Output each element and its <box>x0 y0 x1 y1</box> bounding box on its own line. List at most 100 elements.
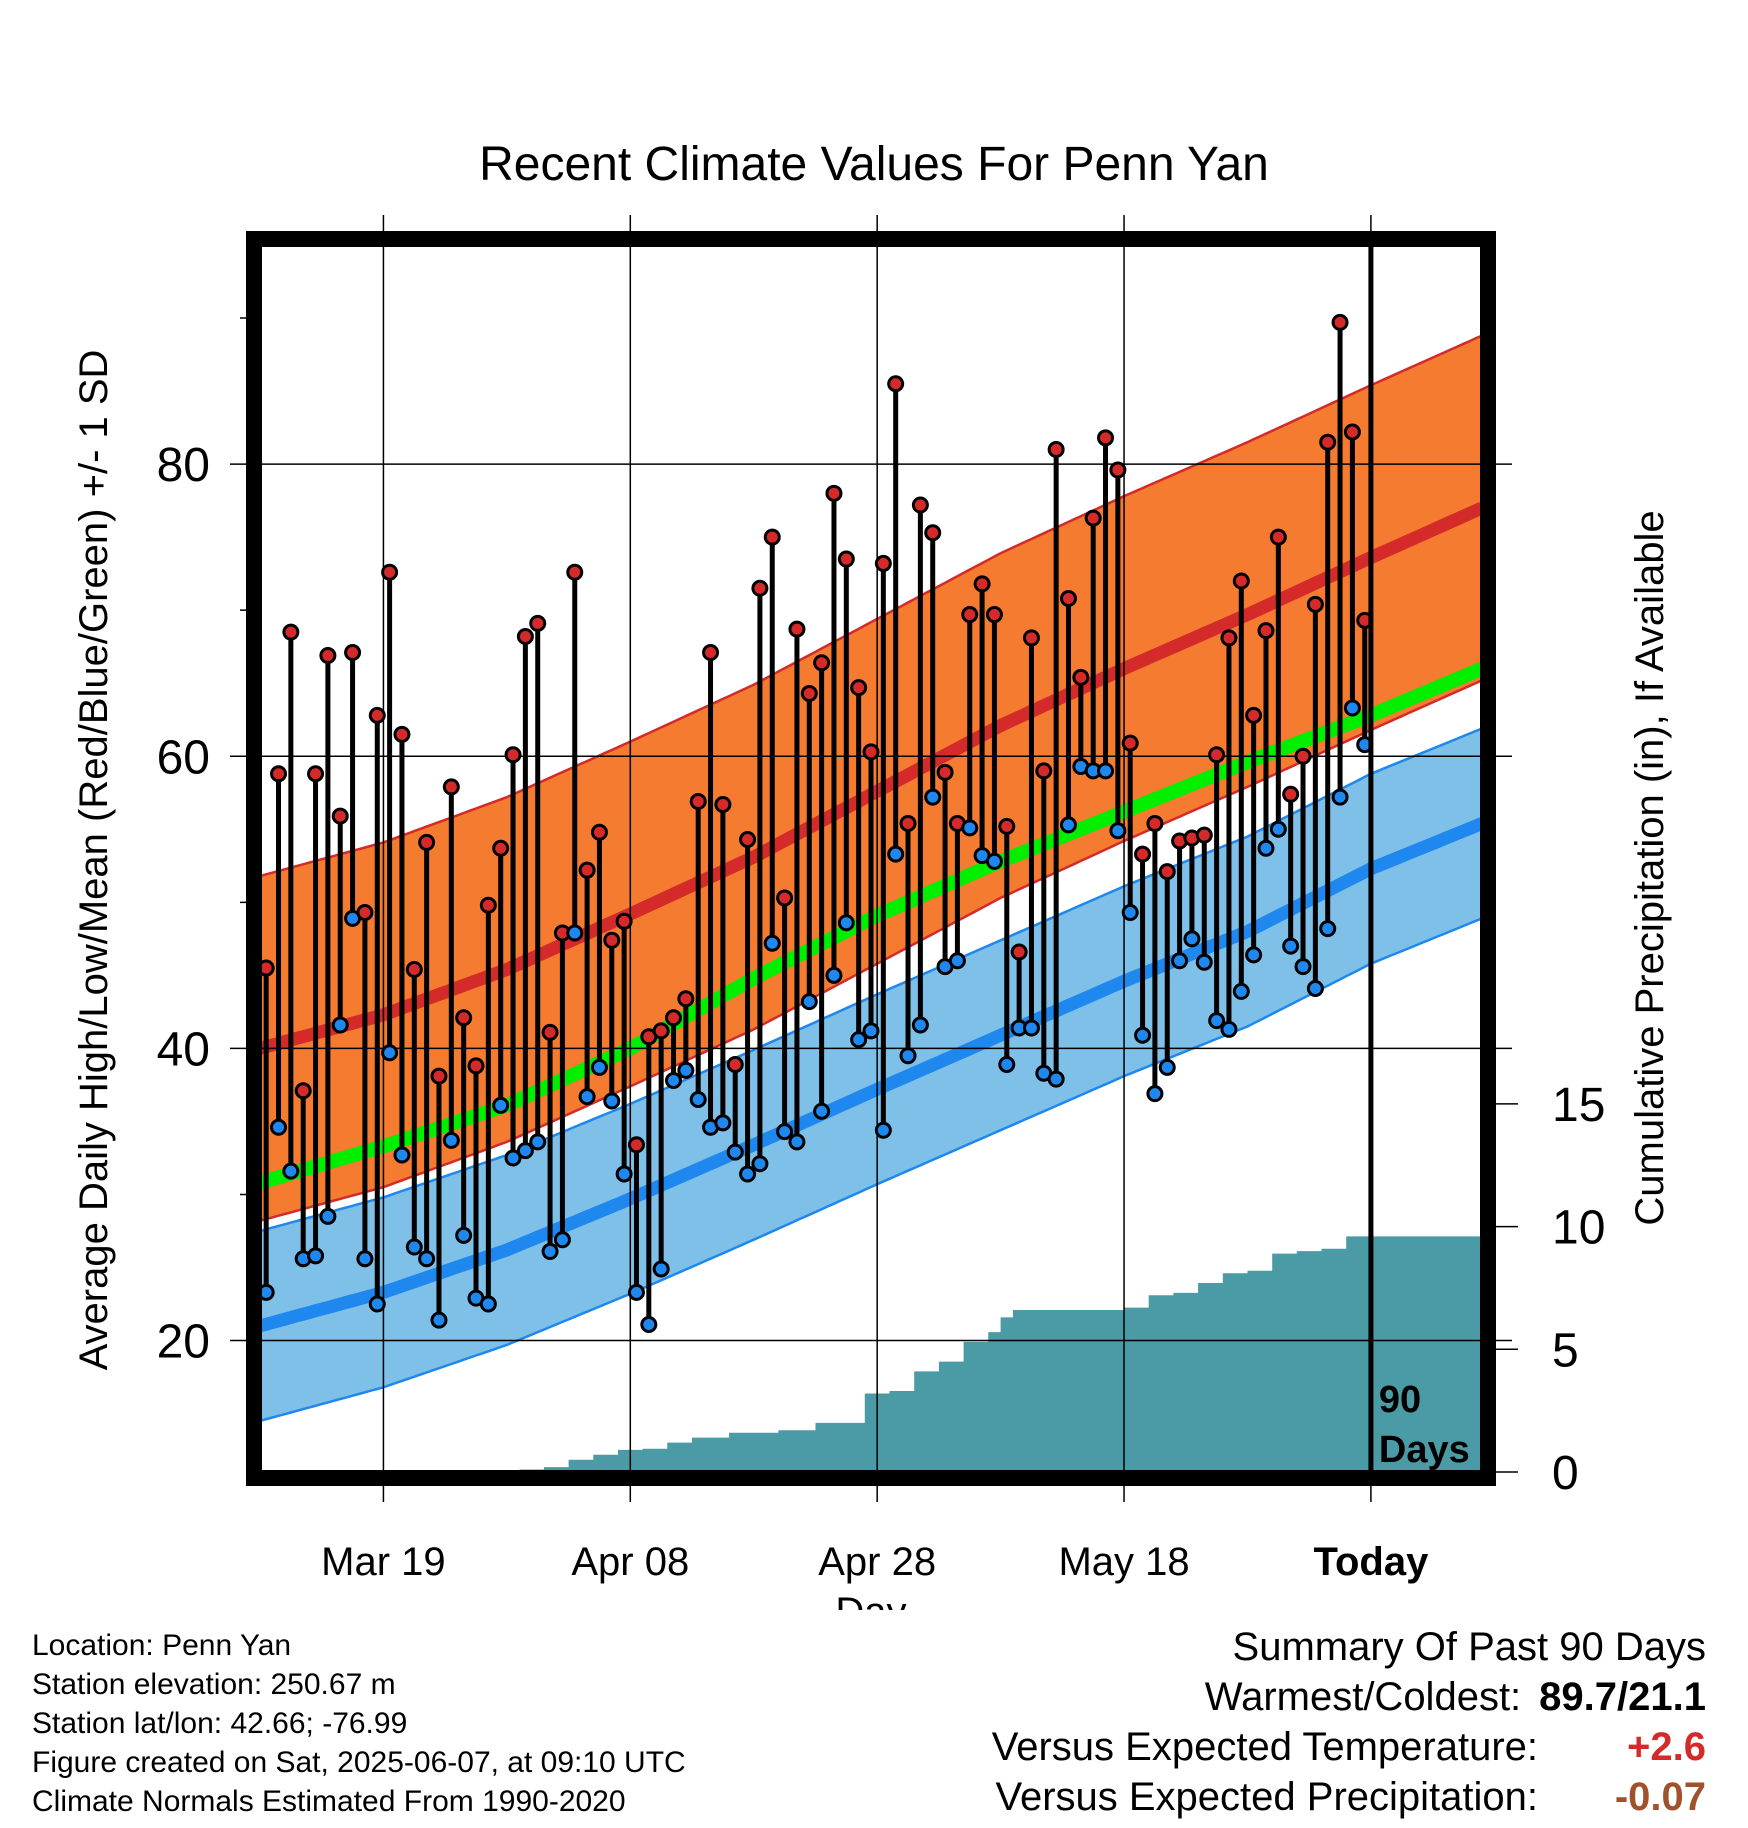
obs-low-point <box>270 1118 288 1136</box>
climate-chart: Recent Climate Values For Penn Yan Day Ave… <box>72 138 1672 1610</box>
obs-high-point <box>1134 845 1152 863</box>
obs-low-point <box>368 1295 386 1313</box>
obs-low-point <box>998 1055 1016 1073</box>
station-info: Location: Penn Yan Station elevation: 25… <box>32 1626 686 1821</box>
obs-low-point <box>985 852 1003 870</box>
obs-low-point <box>776 1123 794 1141</box>
obs-high-point <box>924 524 942 542</box>
obs-low-point <box>405 1238 423 1256</box>
obs-high-point <box>1084 509 1102 527</box>
obs-high-point <box>1097 429 1115 447</box>
obs-low-point <box>1319 920 1337 938</box>
obs-high-point <box>627 1136 645 1154</box>
today-days-label: Days <box>1379 1429 1470 1471</box>
chart-title: Recent Climate Values For Penn Yan <box>479 138 1269 191</box>
obs-low-point <box>1269 820 1287 838</box>
y-tick-label: 20 <box>157 1316 210 1369</box>
obs-low-point <box>1121 904 1139 922</box>
obs-high-point <box>689 793 707 811</box>
obs-high-point <box>874 554 892 572</box>
obs-high-point <box>1195 826 1213 844</box>
obs-low-point <box>356 1250 374 1268</box>
obs-low-point <box>615 1165 633 1183</box>
created-text: Figure created on Sat, 2025-06-07, at 09… <box>32 1746 686 1779</box>
y-right-tick-label: 5 <box>1552 1324 1579 1377</box>
obs-low-point <box>899 1047 917 1065</box>
obs-high-point <box>368 706 386 724</box>
obs-low-point <box>1047 1070 1065 1088</box>
obs-high-point <box>1257 622 1275 640</box>
obs-low-point <box>887 845 905 863</box>
obs-low-point <box>1294 958 1312 976</box>
obs-low-point <box>1195 953 1213 971</box>
obs-high-point <box>356 904 374 922</box>
obs-high-point <box>529 614 547 632</box>
obs-high-point <box>1220 629 1238 647</box>
obs-high-point <box>393 725 411 743</box>
obs-high-point <box>1146 814 1164 832</box>
obs-high-point <box>1306 595 1324 613</box>
obs-high-point <box>776 889 794 907</box>
obs-high-point <box>862 743 880 761</box>
obs-high-point <box>899 814 917 832</box>
obs-high-point <box>566 563 584 581</box>
obs-high-point <box>504 746 522 764</box>
obs-low-point <box>1158 1058 1176 1076</box>
obs-high-point <box>973 575 991 593</box>
obs-low-point <box>516 1142 534 1160</box>
obs-high-point <box>961 606 979 624</box>
obs-low-point <box>862 1022 880 1040</box>
obs-high-point <box>1109 461 1127 479</box>
obs-low-point <box>652 1260 670 1278</box>
obs-low-point <box>1171 952 1189 970</box>
high-upper-sd-line <box>260 334 1482 878</box>
obs-high-point <box>1035 762 1053 780</box>
obs-low-point <box>726 1143 744 1161</box>
obs-high-point <box>479 896 497 914</box>
obs-low-point <box>479 1295 497 1313</box>
obs-high-point <box>739 831 757 849</box>
precip-value: -0.07 <box>1614 1775 1706 1819</box>
obs-low-point <box>1257 839 1275 857</box>
obs-high-point <box>1331 313 1349 331</box>
obs-low-point <box>1134 1026 1152 1044</box>
obs-low-point <box>590 1058 608 1076</box>
obs-high-point <box>492 839 510 857</box>
obs-high-point <box>1245 706 1263 724</box>
obs-low-point <box>504 1149 522 1167</box>
obs-high-point <box>1121 734 1139 752</box>
obs-low-point <box>751 1155 769 1173</box>
obs-high-point <box>813 654 831 672</box>
obs-high-point <box>381 563 399 581</box>
y-axis-label-right: Cumulative Precipitation (in), If Availa… <box>1628 510 1672 1225</box>
obs-low-point <box>1022 1019 1040 1037</box>
obs-low-point <box>627 1283 645 1301</box>
obs-high-point <box>652 1022 670 1040</box>
obs-low-point <box>825 966 843 984</box>
obs-low-point <box>1343 699 1361 717</box>
obs-low-point <box>1109 822 1127 840</box>
obs-high-point <box>788 620 806 638</box>
today-days-label: 90 <box>1379 1379 1421 1421</box>
obs-low-point <box>813 1102 831 1120</box>
obs-low-point <box>430 1311 448 1329</box>
obs-high-point <box>294 1082 312 1100</box>
location-text: Location: Penn Yan <box>32 1629 292 1662</box>
obs-high-point <box>615 912 633 930</box>
obs-low-point <box>566 924 584 942</box>
obs-low-point <box>455 1226 473 1244</box>
obs-high-point <box>887 375 905 393</box>
obs-high-point <box>763 528 781 546</box>
x-tick-label: Today <box>1313 1540 1429 1584</box>
obs-high-point <box>1282 785 1300 803</box>
obs-low-point <box>924 788 942 806</box>
x-axis-label: Day <box>835 1590 906 1610</box>
obs-low-point <box>1059 816 1077 834</box>
obs-high-point <box>1208 746 1226 764</box>
obs-low-point <box>689 1091 707 1109</box>
obs-high-point <box>270 765 288 783</box>
obs-low-point <box>282 1162 300 1180</box>
obs-low-point <box>961 819 979 837</box>
obs-low-point <box>260 1283 275 1301</box>
obs-high-point <box>467 1057 485 1075</box>
